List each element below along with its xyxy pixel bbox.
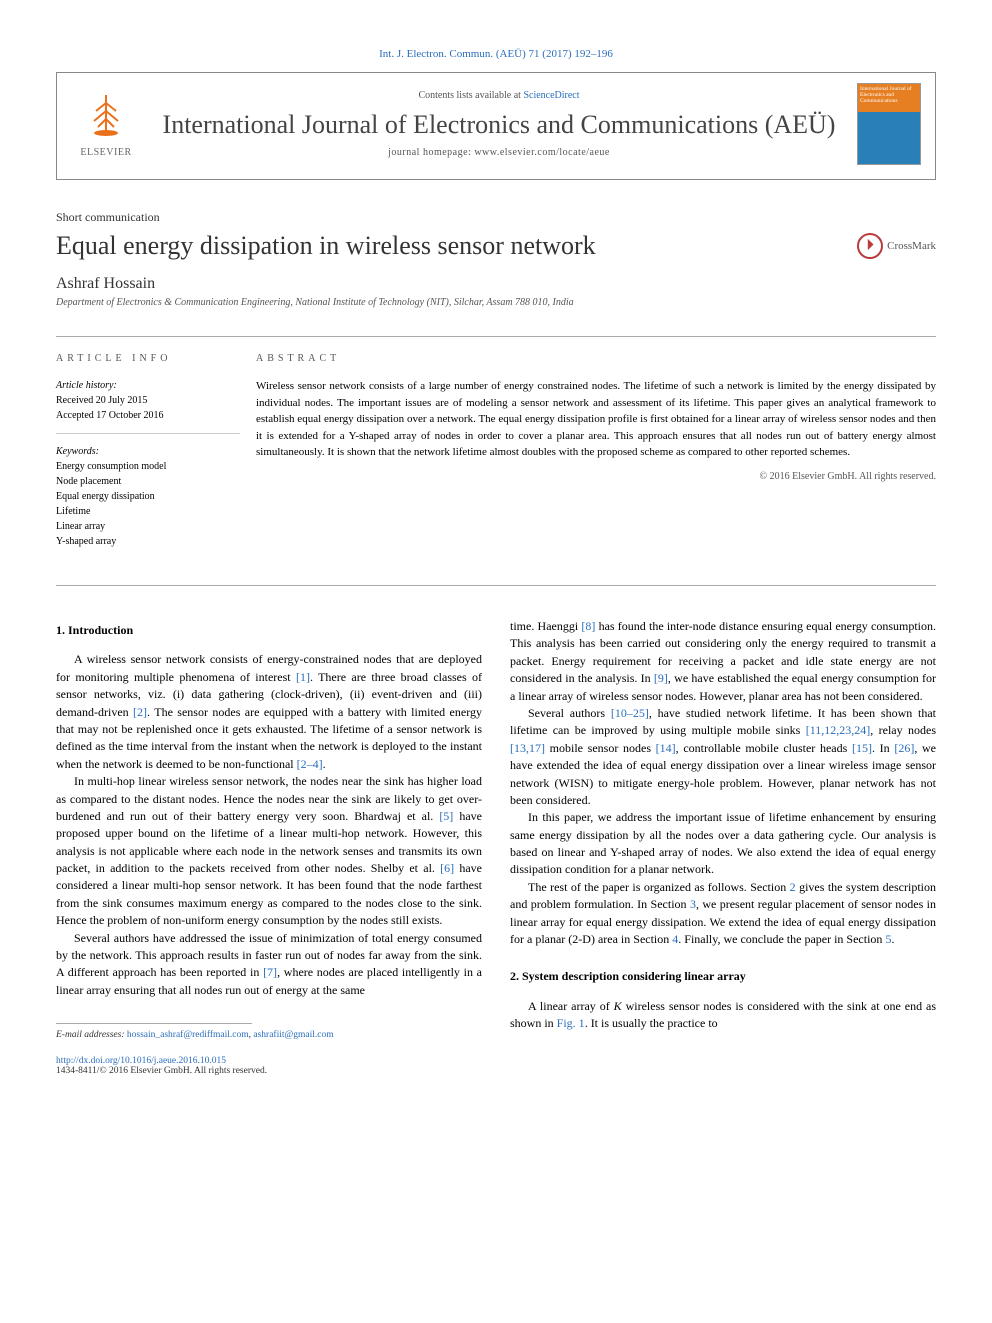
cite-link[interactable]: [14] <box>656 741 676 755</box>
cite-link[interactable]: [26] <box>894 741 914 755</box>
citation-line: Int. J. Electron. Commun. (AEÜ) 71 (2017… <box>56 48 936 60</box>
author-name: Ashraf Hossain <box>56 275 936 293</box>
abstract-column: ABSTRACT Wireless sensor network consist… <box>256 337 936 585</box>
abstract-text: Wireless sensor network consists of a la… <box>256 378 936 461</box>
sec2-p1: A linear array of K wireless sensor node… <box>510 998 936 1033</box>
abstract-copyright: © 2016 Elsevier GmbH. All rights reserve… <box>256 471 936 482</box>
article-title: Equal energy dissipation in wireless sen… <box>56 231 596 261</box>
header-center: Contents lists available at ScienceDirec… <box>155 90 843 157</box>
cite-link[interactable]: [15] <box>852 741 872 755</box>
body-right-column: time. Haenggi [8] has found the inter-no… <box>510 618 936 1042</box>
sciencedirect-link[interactable]: ScienceDirect <box>523 90 579 101</box>
cite-link[interactable]: [5] <box>439 809 453 823</box>
text-run: Several authors <box>528 706 611 720</box>
cite-link[interactable]: [2–4] <box>297 757 323 771</box>
journal-header: ELSEVIER Contents lists available at Sci… <box>56 72 936 180</box>
text-run: mobile sensor nodes <box>545 741 656 755</box>
text-run: A linear array of <box>528 999 614 1013</box>
crossmark-label: CrossMark <box>887 240 936 252</box>
text-run: , relay nodes <box>870 723 936 737</box>
cite-link[interactable]: [8] <box>581 619 595 633</box>
issn-copyright: 1434-8411/© 2016 Elsevier GmbH. All righ… <box>56 1066 267 1076</box>
keyword-item: Lifetime <box>56 504 240 519</box>
cover-caption: International Journal of Electronics and… <box>860 86 918 104</box>
text-run: The rest of the paper is organized as fo… <box>528 880 790 894</box>
crossmark-icon: ⏵ <box>857 233 883 259</box>
text-run: . It is usually the practice to <box>585 1016 718 1030</box>
email-label: E-mail addresses: <box>56 1030 127 1040</box>
cite-link[interactable]: [11,12,23,24] <box>806 723 871 737</box>
intro-p1: A wireless sensor network consists of en… <box>56 651 482 773</box>
keyword-item: Energy consumption model <box>56 459 240 474</box>
elsevier-label: ELSEVIER <box>80 147 131 158</box>
text-run: . In <box>872 741 894 755</box>
text-run: . Finally, we conclude the paper in Sect… <box>678 932 885 946</box>
intro-p2: In multi-hop linear wireless sensor netw… <box>56 773 482 930</box>
keywords-label: Keywords: <box>56 444 240 459</box>
abstract-heading: ABSTRACT <box>256 353 936 364</box>
history-label: Article history: <box>56 378 240 393</box>
text-italic: K <box>614 999 622 1013</box>
text-run: time. Haenggi <box>510 619 581 633</box>
cite-link[interactable]: [6] <box>440 861 454 875</box>
article-history: Article history: Received 20 July 2015 A… <box>56 378 240 434</box>
cite-link[interactable]: [7] <box>263 965 277 979</box>
article-info-column: ARTICLE INFO Article history: Received 2… <box>56 337 256 585</box>
homepage-url[interactable]: www.elsevier.com/locate/aeue <box>474 147 610 158</box>
elsevier-tree-icon <box>84 91 128 145</box>
cite-link[interactable]: [1] <box>296 670 310 684</box>
journal-homepage: journal homepage: www.elsevier.com/locat… <box>155 147 843 158</box>
cite-link[interactable]: [2] <box>133 705 147 719</box>
contents-prefix: Contents lists available at <box>418 90 523 101</box>
intro-p6: The rest of the paper is organized as fo… <box>510 879 936 949</box>
intro-heading: 1. Introduction <box>56 622 482 639</box>
section2-heading: 2. System description considering linear… <box>510 968 936 985</box>
intro-p5: In this paper, we address the important … <box>510 809 936 879</box>
body-left-column: 1. Introduction A wireless sensor networ… <box>56 618 482 1042</box>
doi-link[interactable]: http://dx.doi.org/10.1016/j.aeue.2016.10… <box>56 1056 226 1066</box>
author-affiliation: Department of Electronics & Communicatio… <box>56 297 936 308</box>
contents-list-line: Contents lists available at ScienceDirec… <box>155 90 843 101</box>
article-info-heading: ARTICLE INFO <box>56 353 240 364</box>
journal-title: International Journal of Electronics and… <box>155 109 843 140</box>
keywords-block: Keywords: Energy consumption model Node … <box>56 444 240 559</box>
homepage-prefix: journal homepage: <box>388 147 474 158</box>
article-section-label: Short communication <box>56 210 936 225</box>
elsevier-logo: ELSEVIER <box>71 85 141 163</box>
doi-footer: http://dx.doi.org/10.1016/j.aeue.2016.10… <box>56 1056 936 1076</box>
email-link[interactable]: hossain_ashraf@rediffmail.com <box>127 1030 249 1040</box>
keyword-item: Node placement <box>56 474 240 489</box>
received-date: Received 20 July 2015 <box>56 393 240 408</box>
text-run: . <box>891 932 894 946</box>
crossmark-widget[interactable]: ⏵ CrossMark <box>857 233 936 259</box>
keyword-item: Y-shaped array <box>56 534 240 549</box>
intro-p3a: Several authors have addressed the issue… <box>56 930 482 1000</box>
email-footnote: E-mail addresses: hossain_ashraf@rediffm… <box>56 1028 482 1042</box>
text-run: . <box>323 757 326 771</box>
body-two-column: 1. Introduction A wireless sensor networ… <box>56 618 936 1042</box>
text-run: , controllable mobile cluster heads <box>676 741 852 755</box>
keyword-item: Linear array <box>56 519 240 534</box>
cite-link[interactable]: [10–25] <box>611 706 649 720</box>
keyword-item: Equal energy dissipation <box>56 489 240 504</box>
cite-link[interactable]: [13,17] <box>510 741 545 755</box>
cite-link[interactable]: [9] <box>654 671 668 685</box>
intro-p4: Several authors [10–25], have studied ne… <box>510 705 936 809</box>
accepted-date: Accepted 17 October 2016 <box>56 408 240 423</box>
journal-cover-thumbnail: International Journal of Electronics and… <box>857 83 921 165</box>
meta-abstract-row: ARTICLE INFO Article history: Received 2… <box>56 336 936 586</box>
article-title-row: Equal energy dissipation in wireless sen… <box>56 231 936 261</box>
text-run: In multi-hop linear wireless sensor netw… <box>56 774 482 823</box>
email-link[interactable]: ashrafiit@gmail.com <box>253 1030 333 1040</box>
figure-link[interactable]: Fig. 1 <box>557 1016 585 1030</box>
intro-p3b: time. Haenggi [8] has found the inter-no… <box>510 618 936 705</box>
